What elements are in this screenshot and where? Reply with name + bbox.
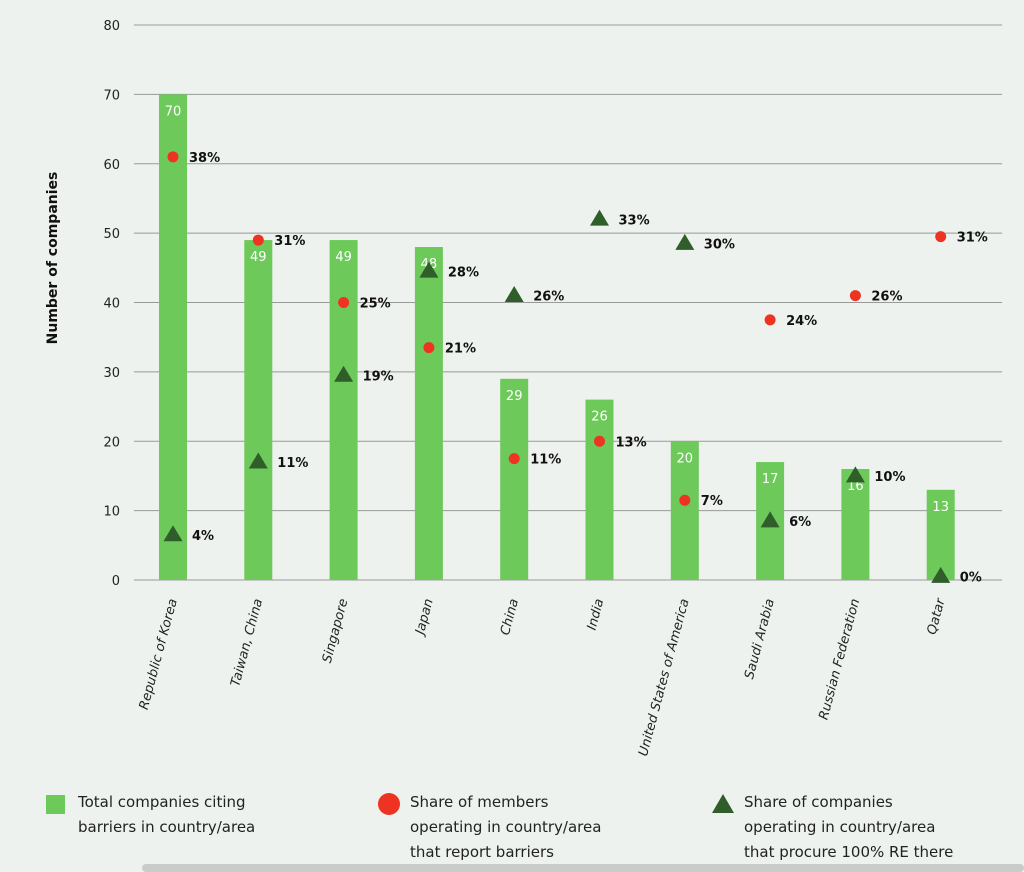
y-tick-label: 0: [112, 574, 120, 589]
bar-value-label: 17: [762, 472, 779, 487]
bar-value-label: 49: [335, 250, 352, 265]
y-tick-label: 20: [103, 435, 120, 450]
triangle-series: 4% 11% 19% 28% 26% 33% 30% 6% 10% 0%: [163, 209, 982, 586]
legend-label-share-procure: Share of companies operating in country/…: [744, 793, 954, 861]
bar: [244, 240, 273, 580]
circle-point: [679, 494, 691, 506]
triangle-point: [334, 365, 354, 382]
triangle-point: [760, 511, 780, 528]
legend-label-share-members: Share of members operating in country/ar…: [410, 793, 602, 861]
circle-point: [764, 314, 776, 326]
category-label: Saudi Arabia: [742, 597, 778, 681]
triangle-point-label: 0%: [960, 571, 982, 586]
circle-point-label: 13%: [616, 435, 647, 450]
bar: [414, 247, 443, 580]
y-axis-label: Number of companies: [45, 172, 61, 345]
bar: [841, 469, 870, 580]
category-label: India: [585, 597, 608, 632]
triangle-point-label: 19%: [363, 369, 394, 384]
bar-value-label: 20: [677, 451, 694, 466]
category-label: Japan: [412, 597, 437, 639]
legend-label-total-companies: Total companies citing barriers in count…: [78, 793, 256, 836]
y-tick-label: 60: [103, 158, 120, 173]
circle-point: [338, 297, 350, 308]
circle-point-label: 11%: [530, 453, 561, 468]
category-label: Republic of Korea: [137, 597, 181, 711]
circle-point-label: 26%: [871, 290, 902, 305]
circle-point: [167, 151, 179, 163]
legend-circle-icon: [378, 793, 400, 815]
triangle-point: [163, 525, 183, 542]
category-labels: Republic of Korea Taiwan, China Singapore J…: [137, 596, 949, 758]
circle-point: [508, 453, 520, 465]
triangle-point: [248, 452, 268, 469]
category-label: Taiwan, China: [228, 597, 266, 688]
y-tick-label: 70: [103, 88, 120, 103]
bar-value-label: 16: [847, 479, 864, 494]
legend-item-share-procure: Share of companies operating in country/…: [712, 790, 953, 865]
y-tick-label: 30: [103, 366, 120, 381]
bar-value-label: 29: [506, 389, 523, 404]
bar-value-label: 70: [165, 104, 182, 119]
circle-point: [935, 231, 947, 243]
legend-item-total-companies: Total companies citing barriers in count…: [46, 790, 255, 840]
triangle-point: [419, 261, 439, 278]
circle-series: 38% 31% 25% 21% 11% 13% 7% 24% 26% 31%: [167, 151, 988, 509]
triangle-point: [845, 466, 865, 483]
gridlines: [134, 24, 1002, 581]
bar: [329, 240, 358, 580]
bar-series: 70494948292620171613: [159, 94, 955, 580]
triangle-point-label: 33%: [619, 213, 650, 228]
circle-point-label: 24%: [786, 314, 817, 329]
category-label: Qatar: [925, 596, 949, 637]
circle-point: [849, 290, 861, 302]
bar: [585, 399, 614, 580]
circle-point-label: 31%: [957, 231, 988, 246]
triangle-point-label: 11%: [277, 456, 308, 471]
circle-point: [423, 342, 435, 354]
triangle-point: [590, 209, 609, 226]
triangle-point-label: 28%: [448, 265, 479, 280]
category-label: China: [498, 597, 522, 637]
triangle-point: [931, 566, 951, 583]
triangle-point: [675, 233, 695, 250]
category-label: Russian Federation: [816, 597, 863, 721]
y-tick-label: 10: [103, 505, 120, 520]
triangle-point: [504, 285, 524, 302]
y-tick-label: 50: [103, 227, 120, 242]
legend-triangle-icon: [712, 794, 734, 813]
circle-point-label: 7%: [701, 494, 723, 509]
bar: [926, 489, 955, 580]
y-tick-label: 40: [103, 297, 120, 312]
y-tick-label: 80: [103, 19, 120, 34]
legend-square-icon: [46, 795, 65, 814]
bar-value-label: 13: [932, 500, 949, 515]
triangle-point-label: 30%: [704, 238, 735, 253]
triangle-point-label: 4%: [192, 529, 214, 544]
circle-point-label: 31%: [274, 234, 305, 249]
horizontal-scrollbar[interactable]: [142, 864, 1024, 872]
circle-point: [252, 234, 264, 246]
bar-value-label: 49: [250, 250, 267, 265]
legend-item-share-members: Share of members operating in country/ar…: [378, 790, 601, 865]
triangle-point-label: 26%: [533, 290, 564, 305]
bar: [670, 441, 699, 580]
circle-point-label: 21%: [445, 342, 476, 357]
circle-point-label: 38%: [189, 151, 220, 166]
category-label: United States of America: [636, 597, 693, 758]
bar-value-label: 26: [591, 410, 608, 425]
y-tick-labels: 0 10 20 30 40 50 60 70 80: [103, 19, 120, 589]
bar: [500, 378, 529, 580]
triangle-point-label: 10%: [874, 470, 905, 485]
category-label: Singapore: [320, 597, 352, 665]
circle-point-label: 25%: [360, 297, 391, 312]
triangle-point-label: 6%: [789, 515, 811, 530]
circle-point: [594, 435, 605, 447]
bar: [159, 94, 187, 580]
